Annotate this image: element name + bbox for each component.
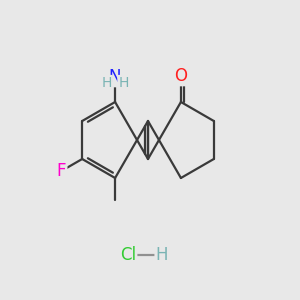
Text: H: H — [118, 76, 129, 90]
Text: Cl: Cl — [120, 246, 136, 264]
Text: H: H — [101, 76, 112, 90]
Text: O: O — [174, 67, 188, 85]
Text: F: F — [57, 162, 66, 180]
Text: H: H — [156, 246, 168, 264]
Text: N: N — [109, 68, 121, 86]
